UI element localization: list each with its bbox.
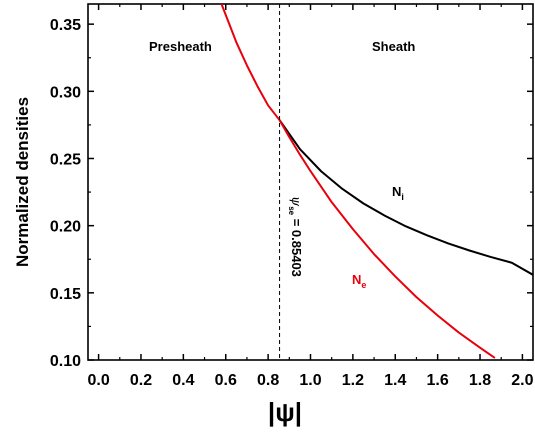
tick-marks (88, 4, 533, 361)
x-tick-label: 1.0 (299, 372, 321, 389)
vline-label: ψse = 0.85403 (287, 196, 304, 277)
tick-labels: 0.0 0.2 0.4 0.6 0.8 1.0 1.2 1.4 1.6 1.8 2.0 0.10 0.1… (50, 17, 534, 389)
ni-label: Ni (392, 184, 404, 202)
x-tick-label: 1.8 (469, 372, 491, 389)
series-layer (220, 4, 533, 359)
x-tick-label: 0.2 (130, 372, 152, 389)
ne-curve (220, 4, 496, 359)
x-tick-label: 0.6 (215, 372, 237, 389)
x-tick-label: 1.4 (384, 372, 406, 389)
x-tick-label: 2.0 (511, 372, 533, 389)
y-tick-label: 0.30 (50, 84, 81, 101)
region-label-presheath: Presheath (149, 39, 212, 54)
x-tick-label: 0.8 (257, 372, 279, 389)
y-tick-label: 0.15 (50, 286, 81, 303)
y-axis-title: Normalized densities (13, 97, 32, 267)
x-tick-label: 0.0 (87, 372, 109, 389)
plot-frame (87, 3, 534, 361)
y-tick-label: 0.20 (50, 219, 81, 236)
region-label-sheath: Sheath (372, 39, 415, 54)
x-axis-title: |ψ| (268, 397, 302, 427)
y-tick-label: 0.35 (50, 17, 81, 34)
y-tick-label: 0.25 (50, 151, 81, 168)
ne-label: Ne (352, 272, 366, 290)
x-tick-label: 1.6 (427, 372, 449, 389)
x-tick-label: 1.2 (342, 372, 364, 389)
x-tick-label: 0.4 (172, 372, 194, 389)
y-tick-label: 0.10 (50, 353, 81, 370)
ni-curve (278, 119, 533, 276)
